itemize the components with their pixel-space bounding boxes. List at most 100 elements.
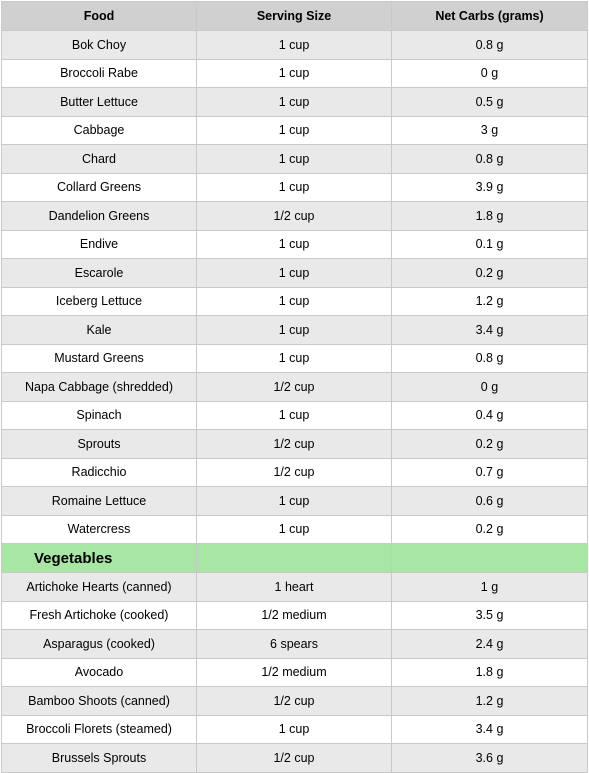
cell-food: Bamboo Shoots (canned) <box>1 686 197 716</box>
cell-serving-size: 1/2 cup <box>196 457 392 487</box>
cell-net-carbs: 3.5 g <box>391 600 588 630</box>
cell-food: Avocado <box>1 657 197 687</box>
cell-food: Iceberg Lettuce <box>1 286 197 316</box>
cell-serving-size: 1 cup <box>196 144 392 174</box>
cell-serving-size: 1 cup <box>196 486 392 516</box>
cell-net-carbs: 0 g <box>391 58 588 88</box>
cell-net-carbs: 0.2 g <box>391 514 588 544</box>
cell-serving-size: 1 cup <box>196 315 392 345</box>
table-row: Brussels Sprouts 1/2 cup 3.6 g <box>1 743 588 773</box>
section-row-vegetables: Vegetables <box>1 543 588 573</box>
cell-serving-size: 1 cup <box>196 229 392 259</box>
table-row: Sprouts 1/2 cup 0.2 g <box>1 429 588 459</box>
cell-serving-size: 1 cup <box>196 343 392 373</box>
cell-food: Collard Greens <box>1 172 197 202</box>
table-row: Radicchio 1/2 cup 0.7 g <box>1 457 588 487</box>
cell-food: Artichoke Hearts (canned) <box>1 572 197 602</box>
section-empty-cell <box>196 543 392 573</box>
header-food: Food <box>1 1 197 31</box>
cell-food: Brussels Sprouts <box>1 743 197 773</box>
cell-serving-size: 1/2 cup <box>196 201 392 231</box>
cell-serving-size: 1/2 cup <box>196 429 392 459</box>
table-row: Dandelion Greens 1/2 cup 1.8 g <box>1 201 588 231</box>
table-row: Watercress 1 cup 0.2 g <box>1 514 588 544</box>
cell-net-carbs: 0.7 g <box>391 457 588 487</box>
cell-serving-size: 1/2 cup <box>196 686 392 716</box>
table-row: Romaine Lettuce 1 cup 0.6 g <box>1 486 588 516</box>
header-row: Food Serving Size Net Carbs (grams) <box>1 1 588 31</box>
table-row: Mustard Greens 1 cup 0.8 g <box>1 343 588 373</box>
cell-net-carbs: 0.8 g <box>391 343 588 373</box>
cell-food: Dandelion Greens <box>1 201 197 231</box>
cell-food: Broccoli Florets (steamed) <box>1 714 197 744</box>
cell-food: Romaine Lettuce <box>1 486 197 516</box>
section-title: Vegetables <box>1 543 197 573</box>
cell-serving-size: 1 cup <box>196 286 392 316</box>
table-row: Artichoke Hearts (canned) 1 heart 1 g <box>1 572 588 602</box>
cell-serving-size: 1/2 medium <box>196 657 392 687</box>
cell-net-carbs: 0.1 g <box>391 229 588 259</box>
table-row: Broccoli Florets (steamed) 1 cup 3.4 g <box>1 714 588 744</box>
table-row: Collard Greens 1 cup 3.9 g <box>1 172 588 202</box>
cell-food: Mustard Greens <box>1 343 197 373</box>
cell-net-carbs: 3.4 g <box>391 315 588 345</box>
cell-food: Watercress <box>1 514 197 544</box>
cell-food: Escarole <box>1 258 197 288</box>
cell-net-carbs: 0 g <box>391 372 588 402</box>
header-net-carbs: Net Carbs (grams) <box>391 1 588 31</box>
cell-net-carbs: 3.6 g <box>391 743 588 773</box>
table-row: Endive 1 cup 0.1 g <box>1 229 588 259</box>
cell-food: Butter Lettuce <box>1 87 197 117</box>
cell-net-carbs: 2.4 g <box>391 629 588 659</box>
cell-serving-size: 1 cup <box>196 58 392 88</box>
cell-net-carbs: 1.2 g <box>391 286 588 316</box>
cell-net-carbs: 3.9 g <box>391 172 588 202</box>
cell-serving-size: 1 heart <box>196 572 392 602</box>
cell-net-carbs: 0.4 g <box>391 400 588 430</box>
cell-food: Asparagus (cooked) <box>1 629 197 659</box>
cell-food: Fresh Artichoke (cooked) <box>1 600 197 630</box>
cell-food: Sprouts <box>1 429 197 459</box>
table-row: Spinach 1 cup 0.4 g <box>1 400 588 430</box>
table-row: Chard 1 cup 0.8 g <box>1 144 588 174</box>
cell-serving-size: 6 spears <box>196 629 392 659</box>
cell-food: Bok Choy <box>1 30 197 60</box>
cell-serving-size: 1 cup <box>196 258 392 288</box>
table-row: Asparagus (cooked) 6 spears 2.4 g <box>1 629 588 659</box>
cell-net-carbs: 0.2 g <box>391 429 588 459</box>
cell-serving-size: 1/2 cup <box>196 372 392 402</box>
cell-net-carbs: 3.4 g <box>391 714 588 744</box>
cell-net-carbs: 0.6 g <box>391 486 588 516</box>
cell-food: Endive <box>1 229 197 259</box>
table-row: Avocado 1/2 medium 1.8 g <box>1 657 588 687</box>
table-row: Cabbage 1 cup 3 g <box>1 115 588 145</box>
cell-food: Kale <box>1 315 197 345</box>
table-row: Bamboo Shoots (canned) 1/2 cup 1.2 g <box>1 686 588 716</box>
cell-food: Napa Cabbage (shredded) <box>1 372 197 402</box>
header-serving-size: Serving Size <box>196 1 392 31</box>
cell-serving-size: 1 cup <box>196 87 392 117</box>
cell-net-carbs: 0.2 g <box>391 258 588 288</box>
cell-net-carbs: 1.8 g <box>391 201 588 231</box>
cell-serving-size: 1 cup <box>196 172 392 202</box>
cell-serving-size: 1 cup <box>196 514 392 544</box>
section-empty-cell <box>391 543 588 573</box>
cell-net-carbs: 3 g <box>391 115 588 145</box>
table-row: Iceberg Lettuce 1 cup 1.2 g <box>1 286 588 316</box>
table-row: Bok Choy 1 cup 0.8 g <box>1 30 588 60</box>
cell-net-carbs: 1.8 g <box>391 657 588 687</box>
cell-food: Broccoli Rabe <box>1 58 197 88</box>
cell-net-carbs: 1 g <box>391 572 588 602</box>
table-row: Fresh Artichoke (cooked) 1/2 medium 3.5 g <box>1 600 588 630</box>
table-row: Butter Lettuce 1 cup 0.5 g <box>1 87 588 117</box>
table-row: Broccoli Rabe 1 cup 0 g <box>1 58 588 88</box>
cell-serving-size: 1/2 cup <box>196 743 392 773</box>
table-row: Escarole 1 cup 0.2 g <box>1 258 588 288</box>
cell-food: Spinach <box>1 400 197 430</box>
cell-serving-size: 1/2 medium <box>196 600 392 630</box>
cell-serving-size: 1 cup <box>196 714 392 744</box>
cell-net-carbs: 0.8 g <box>391 30 588 60</box>
cell-net-carbs: 0.5 g <box>391 87 588 117</box>
